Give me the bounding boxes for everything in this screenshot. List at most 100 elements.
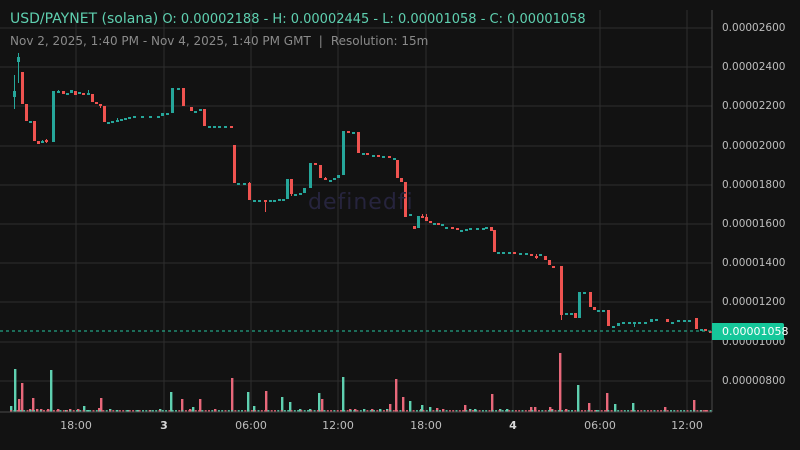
ohlc-values: O: 0.00002188 - H: 0.00002445 - L: 0.000… — [162, 12, 586, 27]
candle — [157, 116, 160, 118]
volume-bar — [181, 399, 184, 412]
candle — [493, 230, 496, 252]
volume-bar — [664, 407, 667, 412]
candle — [622, 322, 625, 324]
volume-bar — [281, 397, 284, 412]
candle — [612, 326, 615, 328]
time-tick-label: 4 — [509, 419, 517, 432]
candle — [388, 156, 391, 158]
candle — [519, 253, 522, 255]
volume-bar — [10, 406, 13, 412]
candle — [208, 126, 211, 128]
volume-bars — [10, 353, 712, 412]
candle — [552, 266, 555, 268]
volume-bar — [491, 394, 494, 412]
time-tick-label: 06:00 — [235, 419, 267, 432]
candle — [377, 155, 380, 157]
candle — [560, 266, 563, 315]
price-tick-label: 0.00002600 — [722, 22, 786, 34]
candle — [41, 141, 44, 143]
candle — [445, 227, 448, 229]
candle — [607, 310, 610, 326]
candle — [166, 113, 169, 115]
candle — [574, 313, 577, 318]
candle — [52, 91, 55, 142]
candle — [342, 131, 345, 175]
candle — [37, 141, 40, 144]
candle — [617, 323, 620, 326]
candle — [535, 256, 538, 258]
candle — [149, 116, 152, 118]
volume-bar — [14, 369, 17, 412]
volume-bar — [530, 407, 533, 412]
volume-bar — [559, 353, 562, 412]
candle — [253, 200, 256, 202]
candle — [213, 126, 216, 128]
candle — [99, 104, 102, 106]
candle — [688, 320, 691, 322]
candle — [194, 111, 197, 113]
candle — [513, 252, 516, 254]
candle — [465, 229, 468, 231]
candle — [548, 260, 551, 265]
volume-bar — [614, 404, 617, 412]
volume-bar — [395, 379, 398, 412]
candle — [309, 163, 312, 188]
candle — [303, 188, 306, 193]
candle — [400, 178, 403, 182]
candle — [299, 193, 302, 195]
candle — [539, 254, 542, 256]
candle — [476, 228, 479, 230]
candle — [182, 88, 185, 106]
candle — [190, 107, 193, 111]
volume-bar — [549, 407, 552, 412]
volume-bar — [371, 409, 374, 412]
volume-bar — [409, 401, 412, 412]
candle — [421, 216, 424, 218]
candle — [425, 217, 428, 221]
volume-bar — [32, 398, 35, 412]
candle — [441, 224, 444, 226]
candle — [78, 92, 81, 94]
candle — [508, 252, 511, 254]
candle — [671, 322, 674, 324]
price-tick-label: 0.00001600 — [722, 218, 786, 230]
candle — [497, 252, 500, 254]
candle — [133, 116, 136, 118]
volume-bar — [474, 409, 477, 412]
volume-bar — [693, 400, 696, 412]
candlesticks — [13, 53, 712, 333]
candle — [33, 121, 36, 141]
volume-bar — [321, 399, 324, 412]
volume-bar — [170, 392, 173, 412]
candle — [644, 322, 647, 324]
time-tick-label: 18:00 — [60, 419, 92, 432]
candle — [666, 319, 669, 322]
candle — [29, 121, 32, 123]
candle — [177, 88, 180, 90]
price-tick-label: 0.00001800 — [722, 179, 786, 191]
volume-bar — [247, 392, 250, 412]
volume-bar — [231, 378, 234, 412]
candle — [103, 106, 106, 122]
volume-bar — [577, 385, 580, 412]
candle — [382, 156, 385, 158]
volume-bar — [127, 410, 130, 412]
volume-bar — [606, 393, 609, 412]
candle — [429, 221, 432, 223]
chart-header: USD/PAYNET (solana) O: 0.00002188 - H: 0… — [10, 10, 586, 49]
candle — [502, 252, 505, 254]
volume-bar — [632, 403, 635, 412]
candle — [230, 126, 233, 128]
candle — [530, 254, 533, 256]
candle — [456, 228, 459, 230]
candle — [362, 153, 365, 155]
candle — [352, 132, 355, 134]
candle — [124, 118, 127, 120]
price-tick-label: 0.00001200 — [722, 296, 786, 308]
volume-bar — [83, 406, 86, 412]
volume-bar — [137, 410, 140, 412]
candle — [695, 318, 698, 329]
candle — [82, 93, 85, 95]
